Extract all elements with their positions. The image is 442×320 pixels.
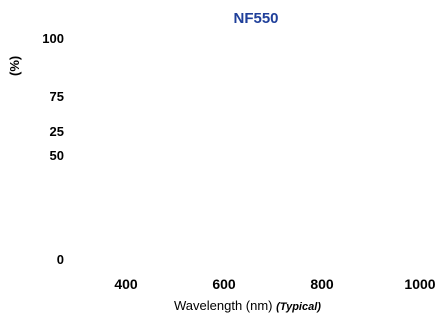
chart-title: NF550	[233, 10, 279, 27]
x-tick-label: 1000	[404, 276, 435, 292]
x-tick-label: 800	[310, 276, 334, 292]
y-tick-label: 0	[57, 252, 64, 267]
x-tick-label: 400	[114, 276, 138, 292]
x-axis-label-text: Wavelength (nm)	[174, 298, 273, 313]
y-tick-label: 25	[50, 124, 64, 139]
y-tick-label: 100	[42, 31, 64, 46]
x-axis-label: Wavelength (nm) (Typical)	[174, 298, 321, 313]
x-axis-label-qualifier: (Typical)	[276, 301, 321, 313]
y-tick-label: 75	[50, 89, 64, 104]
x-tick-label: 600	[212, 276, 236, 292]
y-tick-label: 50	[50, 148, 64, 163]
